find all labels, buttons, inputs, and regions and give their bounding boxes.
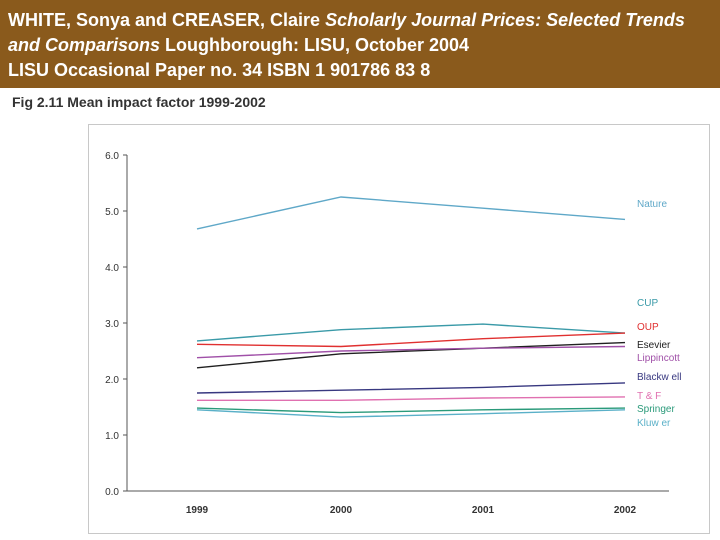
- series-line-springer: [196, 407, 626, 414]
- legend-label: Kluw er: [637, 418, 671, 429]
- legend-label: Lippincott: [637, 353, 680, 364]
- y-tick-label: 2.0: [105, 375, 119, 386]
- y-tick-label: 0.0: [105, 487, 119, 498]
- series-line-tf: [197, 396, 626, 401]
- header-publisher: Loughborough: LISU, October 2004: [160, 35, 470, 55]
- legend-label: Blackw ell: [637, 372, 681, 383]
- figure-title: Fig 2.11 Mean impact factor 1999-2002: [12, 94, 266, 110]
- header-authors: WHITE, Sonya and CREASER, Claire: [8, 10, 326, 30]
- series-line-kluwer: [196, 409, 626, 418]
- y-tick-label: 5.0: [105, 207, 119, 218]
- x-tick-label: 1999: [186, 505, 209, 516]
- legend-label: Nature: [637, 199, 667, 210]
- x-tick-label: 2000: [330, 505, 353, 516]
- legend-label: T & F: [637, 391, 661, 402]
- header-report-title: Scholarly Journal Prices: Selected Trend…: [8, 10, 685, 55]
- legend-label: Esevier: [637, 340, 671, 351]
- series-line-oup: [196, 332, 626, 348]
- x-tick-label: 2001: [472, 505, 495, 516]
- header-series-isbn: LISU Occasional Paper no. 34 ISBN 1 9017…: [8, 60, 431, 80]
- y-tick-label: 3.0: [105, 319, 119, 330]
- series-line-cup: [196, 323, 626, 342]
- legend-label: Springer: [637, 404, 675, 415]
- chart-frame: 0.0 1.0 2.0 3.0 4.0 5.0 6.0 1999 2000 2001 2002 Nat…: [88, 124, 710, 534]
- y-tick-label: 4.0: [105, 263, 119, 274]
- series-line-nature: [196, 196, 626, 230]
- line-chart: 0.0 1.0 2.0 3.0 4.0 5.0 6.0 1999 2000 2001 2002 Nat…: [105, 151, 681, 516]
- series-line-esevier: [196, 341, 626, 369]
- x-tick-label: 2002: [614, 505, 637, 516]
- series-line-lippincott: [196, 345, 626, 359]
- legend-label: CUP: [637, 298, 658, 309]
- series-line-blackwell: [196, 382, 626, 394]
- y-tick-label: 6.0: [105, 151, 119, 162]
- y-tick-label: 1.0: [105, 431, 119, 442]
- slide-header: WHITE, Sonya and CREASER, Claire Scholar…: [0, 0, 720, 88]
- legend-label: OUP: [637, 322, 659, 333]
